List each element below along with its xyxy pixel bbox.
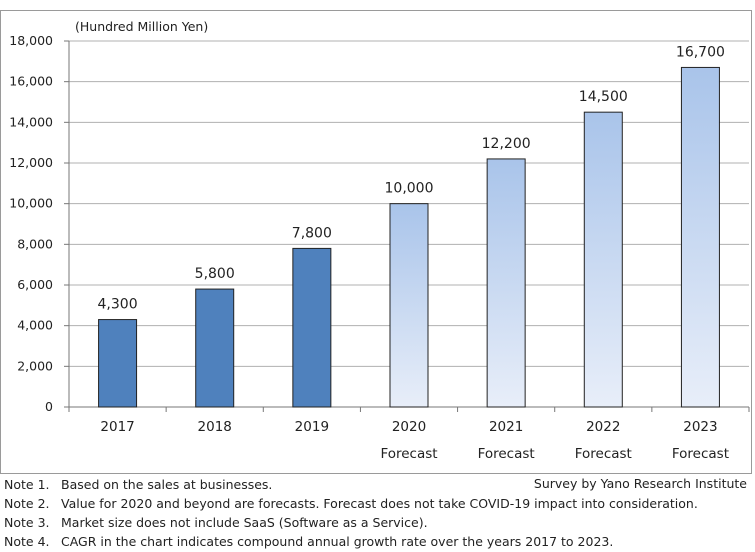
- note-1: Note 1. Based on the sales at businesses…: [4, 476, 698, 495]
- y-tick-label: 6,000: [17, 277, 53, 292]
- note-label: Note 2.: [4, 496, 50, 511]
- note-4: Note 4. CAGR in the chart indicates comp…: [4, 533, 698, 552]
- unit-label: (Hundred Million Yen): [75, 19, 208, 34]
- y-tick-label: 8,000: [17, 236, 53, 251]
- note-label: Note 3.: [4, 515, 50, 530]
- value-label: 16,700: [676, 44, 725, 60]
- value-label: 7,800: [292, 225, 332, 241]
- value-label: 14,500: [579, 89, 628, 105]
- chart-frame: (Hundred Million Yen) 0 2,000 4,000 6,000 8,…: [0, 10, 752, 474]
- y-tick-label: 0: [45, 399, 53, 414]
- y-tick-label: 10,000: [9, 196, 53, 211]
- bar: [98, 319, 138, 408]
- x-tick-label: 2018: [198, 419, 232, 435]
- x-tick-label: 2019: [295, 419, 329, 435]
- notes: Note 1. Based on the sales at businesses…: [4, 476, 698, 552]
- value-label: 10,000: [385, 181, 434, 197]
- y-tick-label: 4,000: [17, 318, 53, 333]
- y-tick-label: 16,000: [9, 74, 53, 89]
- bar-chart: (Hundred Million Yen) 0 2,000 4,000 6,000 8,…: [9, 19, 750, 462]
- note-text: CAGR in the chart indicates compound ann…: [61, 534, 614, 549]
- y-tick-label: 18,000: [9, 33, 53, 48]
- x-tick-label: 2017: [100, 419, 134, 435]
- note-2: Note 2. Value for 2020 and beyond are fo…: [4, 495, 698, 514]
- note-label: Note 1.: [4, 477, 50, 492]
- x-sublabel: Forecast: [575, 446, 632, 462]
- value-label: 5,800: [195, 266, 235, 282]
- note-text: Value for 2020 and beyond are forecasts.…: [61, 496, 698, 511]
- x-tick-label: 2020: [392, 419, 426, 435]
- x-tick-label: 2021: [489, 419, 523, 435]
- bar: [680, 66, 720, 408]
- bar: [195, 288, 235, 408]
- y-tick-label: 2,000: [17, 358, 53, 373]
- bar: [583, 111, 623, 408]
- bar: [486, 158, 526, 408]
- note-text: Based on the sales at businesses.: [61, 477, 273, 492]
- y-tick-label: 14,000: [9, 114, 53, 129]
- x-sublabel: Forecast: [478, 446, 535, 462]
- value-label: 12,200: [482, 136, 531, 152]
- bar: [292, 247, 332, 408]
- note-text: Market size does not include SaaS (Softw…: [61, 515, 428, 530]
- note-label: Note 4.: [4, 534, 50, 549]
- survey-source: Survey by Yano Research Institute: [533, 476, 747, 491]
- x-tick-label: 2023: [683, 419, 717, 435]
- x-sublabel: Forecast: [672, 446, 729, 462]
- x-tick-label: 2022: [586, 419, 620, 435]
- y-tick-label: 12,000: [9, 155, 53, 170]
- value-label: 4,300: [98, 297, 138, 313]
- note-3: Note 3. Market size does not include Saa…: [4, 514, 698, 533]
- bar: [389, 203, 429, 408]
- x-sublabel: Forecast: [380, 446, 437, 462]
